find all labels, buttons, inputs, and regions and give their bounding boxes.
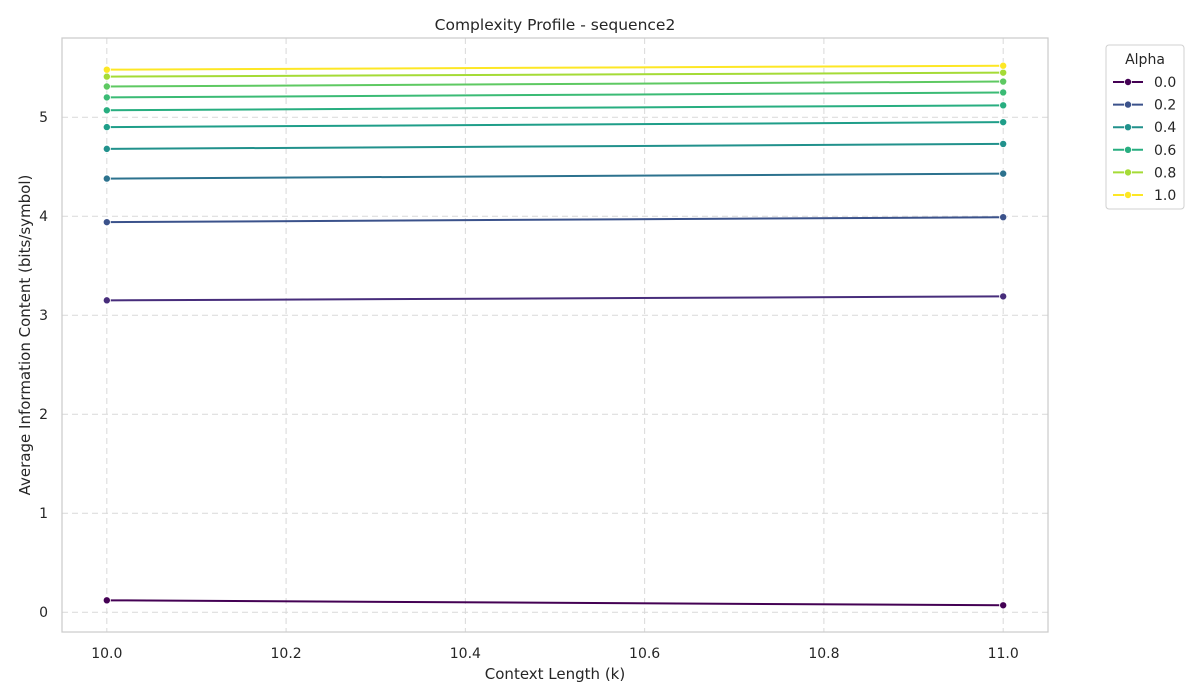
x-tick-label: 10.0 xyxy=(91,646,122,662)
series-line xyxy=(106,172,1004,180)
data-point xyxy=(102,72,111,81)
tick-labels: 10.0 10.2 10.4 10.6 10.8 11.0 0 1 2 3 4 5 xyxy=(39,110,1019,662)
legend-box xyxy=(1105,44,1185,210)
data-point xyxy=(999,169,1008,178)
y-tick-label: 2 xyxy=(39,407,48,423)
series xyxy=(102,139,1008,153)
data-point xyxy=(102,123,111,132)
legend-label: 0.8 xyxy=(1154,165,1176,181)
data-point xyxy=(999,601,1008,610)
data-point xyxy=(999,213,1008,222)
data-point xyxy=(999,77,1008,86)
data-point xyxy=(999,139,1008,148)
y-axis-label: Average Information Content (bits/symbol… xyxy=(16,175,34,496)
series xyxy=(102,292,1008,305)
legend-title: Alpha xyxy=(1125,52,1165,68)
plot-frame xyxy=(61,37,1049,633)
data-point xyxy=(102,174,111,183)
y-tick-label: 4 xyxy=(39,209,48,225)
legend-entry: 0.2 xyxy=(1113,98,1176,114)
data-point xyxy=(102,218,111,227)
series xyxy=(102,61,1008,74)
series xyxy=(102,68,1008,81)
data-point xyxy=(102,65,111,74)
series-line xyxy=(106,80,1004,88)
legend-swatch-marker xyxy=(1124,78,1133,87)
y-tick-label: 5 xyxy=(39,110,48,126)
y-tick-label: 0 xyxy=(39,605,48,621)
legend-swatch-marker xyxy=(1124,145,1133,154)
x-tick-label: 10.4 xyxy=(450,646,481,662)
legend-entry: 0.0 xyxy=(1113,75,1176,91)
legend-label: 0.0 xyxy=(1154,75,1176,91)
x-axis-label: Context Length (k) xyxy=(485,665,625,683)
series-line xyxy=(106,295,1004,302)
data-point xyxy=(999,118,1008,127)
series-line xyxy=(106,121,1004,129)
data-point xyxy=(999,68,1008,77)
legend-swatch-marker xyxy=(1124,100,1133,109)
data-point xyxy=(102,596,111,605)
legend-swatch-marker xyxy=(1124,123,1133,132)
series-line xyxy=(106,64,1004,71)
legend-label: 1.0 xyxy=(1154,188,1176,204)
data-point xyxy=(102,296,111,305)
series-line xyxy=(106,142,1004,150)
legend-label: 0.6 xyxy=(1154,143,1176,159)
legend-entry: 0.4 xyxy=(1113,120,1176,136)
legend-label: 0.4 xyxy=(1154,120,1176,136)
x-tick-label: 10.6 xyxy=(629,646,660,662)
x-tick-label: 10.8 xyxy=(808,646,839,662)
series xyxy=(102,101,1008,115)
series xyxy=(102,88,1008,102)
data-point xyxy=(999,101,1008,110)
legend-entry: 0.6 xyxy=(1113,143,1176,159)
series xyxy=(102,169,1008,183)
x-tick-label: 10.2 xyxy=(271,646,302,662)
series xyxy=(102,118,1008,132)
data-point xyxy=(102,93,111,102)
series xyxy=(102,596,1008,610)
legend-entry: 1.0 xyxy=(1113,188,1176,204)
data-point xyxy=(102,82,111,91)
y-tick-label: 1 xyxy=(39,506,48,522)
data-point xyxy=(102,106,111,115)
x-tick-label: 11.0 xyxy=(988,646,1019,662)
data-point xyxy=(102,144,111,153)
data-point xyxy=(999,61,1008,70)
y-tick-label: 3 xyxy=(39,308,48,324)
series-layer xyxy=(102,61,1008,610)
series-line xyxy=(106,91,1004,99)
series-line xyxy=(106,599,1004,607)
chart-title: Complexity Profile - sequence2 xyxy=(435,16,676,34)
legend-swatch-marker xyxy=(1124,168,1133,177)
series-line xyxy=(106,104,1004,112)
legend: Alpha 0.0 0.2 0.4 0.6 0.8 1.0 xyxy=(1105,44,1185,210)
series xyxy=(102,213,1008,227)
legend-entry: 0.8 xyxy=(1113,165,1176,181)
data-point xyxy=(999,88,1008,97)
series-line xyxy=(106,216,1004,224)
grid xyxy=(62,38,1048,632)
series xyxy=(102,77,1008,91)
data-point xyxy=(999,292,1008,301)
series-line xyxy=(106,71,1004,78)
legend-label: 0.2 xyxy=(1154,98,1176,114)
legend-swatch-marker xyxy=(1124,190,1133,199)
